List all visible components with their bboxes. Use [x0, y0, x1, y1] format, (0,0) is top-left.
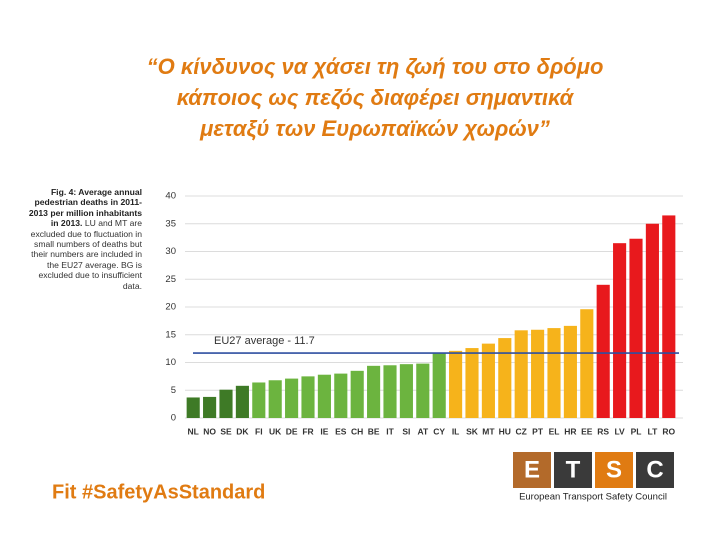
x-tick-label: RO [662, 426, 675, 436]
y-tick-label: 35 [165, 218, 176, 229]
logo-name: European Transport Safety Council [519, 492, 667, 503]
reference-label: EU27 average - 11.7 [214, 335, 315, 347]
x-tick-label: RS [597, 426, 609, 436]
x-tick-label: LT [648, 426, 659, 436]
y-tick-label: 15 [165, 329, 176, 340]
bar [596, 284, 610, 418]
bar [432, 353, 446, 418]
bar [367, 365, 381, 418]
x-tick-label: NL [188, 426, 199, 436]
bar [629, 238, 643, 418]
bar [219, 389, 233, 418]
x-tick-label: MT [482, 426, 495, 436]
bar [662, 215, 676, 418]
caption-text: LU and MT are excluded due to fluctuatio… [30, 218, 142, 291]
bar [416, 363, 430, 418]
bar [252, 382, 266, 418]
x-tick-label: IE [320, 426, 328, 436]
x-tick-label: EL [549, 426, 560, 436]
logo-letter: C [646, 456, 663, 483]
bar [383, 365, 397, 418]
x-tick-label: IT [386, 426, 394, 436]
logo-letter: S [606, 456, 622, 483]
x-tick-label: CY [433, 426, 445, 436]
y-tick-label: 25 [165, 274, 176, 285]
bar [186, 397, 200, 418]
bar [285, 378, 299, 418]
title-line: μεταξύ των Ευρωπαϊκών χωρών” [199, 116, 550, 141]
x-tick-label: SE [220, 426, 232, 436]
y-tick-label: 0 [171, 413, 176, 424]
x-tick-label: CZ [516, 426, 527, 436]
title-line: “Ο κίνδυνος να χάσει τη ζωή του στο δρόμ… [147, 54, 604, 79]
y-tick-label: 5 [171, 385, 176, 396]
x-tick-label: PL [631, 426, 642, 436]
bar [481, 343, 495, 418]
x-tick-label: UK [269, 426, 282, 436]
bar [301, 376, 315, 418]
bar [645, 223, 659, 418]
logo-letter: T [566, 456, 581, 483]
bar [580, 309, 594, 418]
x-tick-label: BE [368, 426, 380, 436]
x-tick-label: FR [302, 426, 313, 436]
x-tick-label: DK [236, 426, 249, 436]
y-tick-label: 10 [165, 357, 176, 368]
bar [449, 350, 463, 418]
bar [465, 348, 479, 418]
bar [317, 374, 331, 418]
logo-letter: E [524, 456, 540, 483]
x-tick-label: FI [255, 426, 263, 436]
x-tick-label: SK [466, 426, 479, 436]
y-tick-label: 30 [165, 246, 176, 257]
logo-box [513, 452, 551, 488]
x-tick-label: IL [452, 426, 460, 436]
x-tick-label: AT [417, 426, 429, 436]
logo-box [636, 452, 674, 488]
logo-box [595, 452, 633, 488]
x-tick-label: NO [203, 426, 216, 436]
bar [547, 328, 561, 418]
caption: Fig. 4: Average annual pedestrian deaths… [24, 187, 142, 291]
bar [350, 370, 364, 418]
bar [334, 373, 348, 418]
x-tick-label: SI [402, 426, 410, 436]
bar [399, 364, 413, 418]
x-tick-label: DE [286, 426, 298, 436]
bar [613, 243, 627, 418]
x-tick-label: PT [532, 426, 544, 436]
bar [563, 325, 577, 418]
title-line: κάποιος ως πεζός διαφέρει σημαντικά [177, 85, 575, 110]
x-tick-label: CH [351, 426, 363, 436]
bar [203, 396, 217, 418]
bar [235, 385, 249, 418]
x-tick-label: HU [499, 426, 511, 436]
x-tick-label: EE [581, 426, 593, 436]
bar [514, 330, 528, 418]
x-tick-label: HR [564, 426, 576, 436]
bar [268, 380, 282, 418]
bar [531, 329, 545, 418]
y-tick-label: 40 [165, 191, 176, 202]
x-tick-label: LV [614, 426, 625, 436]
logo-box [554, 452, 592, 488]
hashtag: Fit #SafetyAsStandard [52, 481, 265, 503]
caption-bold: Fig. 4: Average annual pedestrian deaths… [28, 187, 142, 229]
bar [498, 338, 512, 418]
y-tick-label: 20 [165, 302, 176, 313]
x-tick-label: ES [335, 426, 347, 436]
